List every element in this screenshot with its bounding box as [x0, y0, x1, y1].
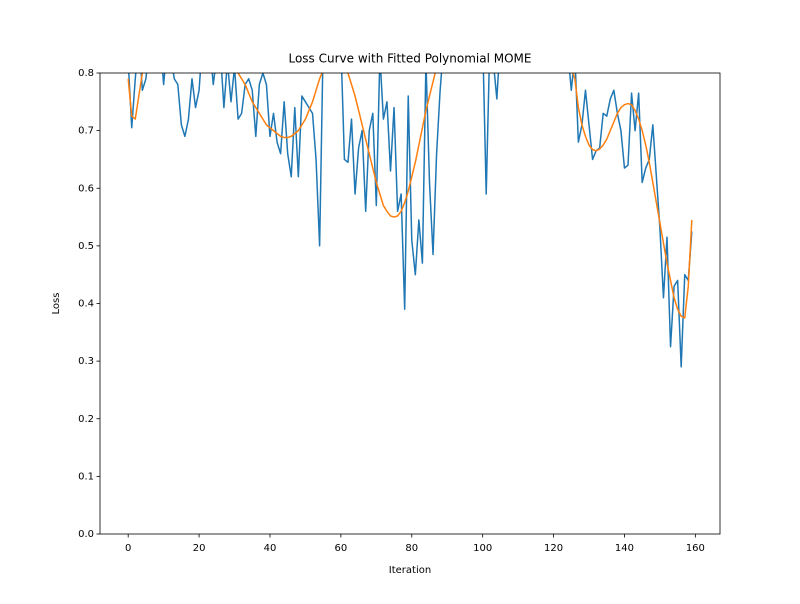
- y-tick-label: 0.0: [78, 529, 94, 540]
- y-tick-label: 0.3: [78, 356, 94, 367]
- x-tick-label: 140: [615, 543, 634, 554]
- y-tick-label: 0.7: [78, 126, 94, 137]
- line-series: [127, 73, 693, 319]
- y-tick-label: 0.4: [78, 299, 94, 310]
- x-tick-label: 120: [544, 543, 563, 554]
- x-tick-label: 160: [686, 543, 705, 554]
- chart-title: Loss Curve with Fitted Polynomial MOME: [288, 52, 531, 66]
- x-tick-label: 0: [125, 543, 131, 554]
- plot-area: [127, 73, 693, 368]
- y-tick-label: 0.8: [78, 68, 94, 79]
- x-tick-label: 20: [193, 543, 206, 554]
- x-tick-label: 80: [405, 543, 418, 554]
- x-tick-label: 40: [264, 543, 277, 554]
- x-tick-label: 60: [335, 543, 348, 554]
- x-tick-label: 100: [473, 543, 492, 554]
- x-axis-label: Iteration: [389, 565, 431, 576]
- y-tick-label: 0.5: [78, 241, 94, 252]
- y-axis-label: Loss: [51, 293, 62, 315]
- y-tick-label: 0.1: [78, 471, 94, 482]
- y-tick-label: 0.6: [78, 183, 94, 194]
- y-tick-label: 0.2: [78, 414, 94, 425]
